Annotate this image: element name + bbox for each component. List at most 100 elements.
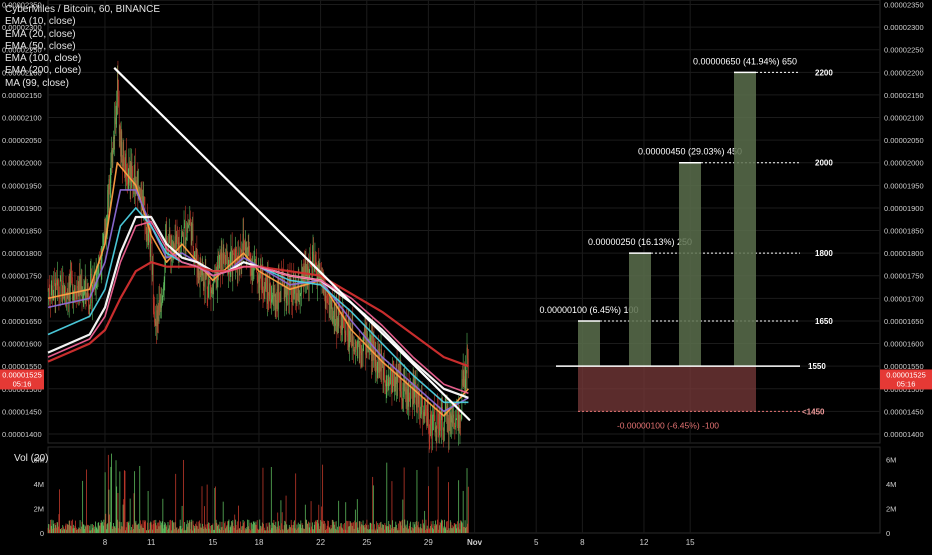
candle-body bbox=[201, 268, 203, 276]
candle-body bbox=[322, 283, 324, 293]
candle-body bbox=[429, 435, 431, 436]
candle-body bbox=[463, 371, 465, 377]
candle-body bbox=[115, 117, 117, 125]
indicator-ma-99[interactable]: MA (99, close) bbox=[5, 77, 69, 89]
candle-body bbox=[378, 348, 379, 373]
candle-body bbox=[64, 286, 65, 298]
candle-body bbox=[266, 285, 268, 304]
candle-body bbox=[348, 318, 349, 337]
candle-body bbox=[356, 346, 357, 350]
candle-body bbox=[442, 407, 443, 430]
volume-tick-left: 4M bbox=[34, 480, 44, 489]
price-tick-right: 0.00002250 bbox=[884, 46, 924, 55]
candle-body bbox=[213, 281, 214, 295]
candle-body bbox=[116, 102, 117, 118]
candle-body bbox=[298, 281, 300, 302]
candle-body bbox=[422, 400, 424, 420]
candle-body bbox=[55, 278, 56, 306]
indicator-legend: CyberMiles / Bitcoin, 60, BINANCE EMA (1… bbox=[5, 4, 160, 90]
price-tick-left: 0.00001700 bbox=[2, 294, 42, 303]
last-price-tag-left bbox=[0, 369, 44, 390]
candle-body bbox=[232, 253, 234, 275]
candle-body bbox=[271, 301, 272, 306]
candle-body bbox=[136, 180, 137, 189]
candle-body bbox=[151, 241, 153, 275]
candle-body bbox=[446, 406, 447, 417]
candle-body bbox=[357, 343, 359, 345]
candle-body bbox=[195, 255, 196, 257]
candle-body bbox=[291, 290, 293, 301]
candle-body bbox=[360, 352, 362, 356]
candle-body bbox=[85, 277, 87, 294]
candle-body bbox=[203, 281, 205, 286]
candle-body bbox=[465, 370, 467, 380]
target-level-label: 2000 bbox=[815, 159, 833, 168]
indicator-ema-200[interactable]: EMA (200, close) bbox=[5, 65, 82, 77]
candle-body bbox=[425, 405, 427, 418]
candle-body bbox=[56, 278, 57, 283]
candle-body bbox=[326, 298, 328, 303]
candle-body bbox=[398, 372, 399, 374]
candle-body bbox=[396, 364, 398, 382]
candle-body bbox=[118, 96, 119, 106]
price-tick-right: 0.00001700 bbox=[884, 294, 924, 303]
candle-body bbox=[140, 188, 141, 200]
candle-body bbox=[127, 183, 129, 185]
target-level-label: 1650 bbox=[815, 317, 833, 326]
candle-body bbox=[390, 368, 391, 381]
candle-body bbox=[96, 273, 98, 275]
candle-body bbox=[413, 379, 415, 403]
candle-body bbox=[247, 248, 248, 249]
candle-body bbox=[269, 283, 271, 296]
candle-body bbox=[159, 300, 160, 312]
x-tick-label: 12 bbox=[640, 538, 649, 547]
candle-body bbox=[155, 320, 157, 326]
candle-body bbox=[271, 299, 273, 302]
candle-body bbox=[181, 232, 183, 237]
candle-body bbox=[184, 223, 185, 227]
candle-body bbox=[262, 269, 264, 291]
symbol-title[interactable]: CyberMiles / Bitcoin, 60, BINANCE bbox=[5, 4, 161, 15]
candle-body bbox=[180, 245, 182, 253]
candle-body bbox=[414, 383, 415, 403]
candle-body bbox=[338, 304, 339, 327]
candle-body bbox=[59, 297, 60, 298]
candle-body bbox=[276, 300, 277, 309]
candle-body bbox=[237, 252, 239, 269]
candle-body bbox=[142, 195, 144, 207]
stop-level-label: <1450 bbox=[802, 407, 825, 416]
volume-indicator-label[interactable]: Vol (20) bbox=[14, 453, 49, 464]
candle-body bbox=[320, 272, 322, 283]
stop-annotation: -0.00000100 (-6.45%) -100 bbox=[617, 420, 719, 430]
candle-body bbox=[456, 414, 458, 419]
candle-body bbox=[206, 274, 208, 290]
candle-body bbox=[455, 425, 456, 427]
candle-body bbox=[423, 412, 425, 416]
candle-body bbox=[220, 252, 221, 274]
candle-body bbox=[62, 281, 64, 303]
candle-body bbox=[239, 248, 241, 268]
x-tick-label: 8 bbox=[580, 538, 585, 547]
candle-body bbox=[443, 423, 445, 432]
candle-body bbox=[106, 223, 108, 226]
indicator-ema-20[interactable]: EMA (20, close) bbox=[5, 28, 76, 40]
candle-body bbox=[328, 303, 330, 305]
indicator-ema-10[interactable]: EMA (10, close) bbox=[5, 16, 76, 28]
indicator-ema-100[interactable]: EMA (100, close) bbox=[5, 53, 82, 65]
candle-body bbox=[382, 364, 383, 368]
candle-body bbox=[204, 269, 206, 288]
indicator-ema-50[interactable]: EMA (50, close) bbox=[5, 40, 76, 52]
candle-body bbox=[464, 376, 465, 389]
candle-body bbox=[122, 159, 123, 167]
x-tick-label: 15 bbox=[208, 538, 217, 547]
candle-body bbox=[279, 293, 280, 301]
candle-body bbox=[54, 279, 55, 284]
price-tick-left: 0.00001550 bbox=[2, 362, 42, 371]
candle-body bbox=[63, 297, 65, 299]
candle-body bbox=[433, 412, 434, 415]
candle-body bbox=[57, 278, 58, 286]
candle-body bbox=[386, 379, 388, 384]
candle-body bbox=[369, 338, 371, 340]
